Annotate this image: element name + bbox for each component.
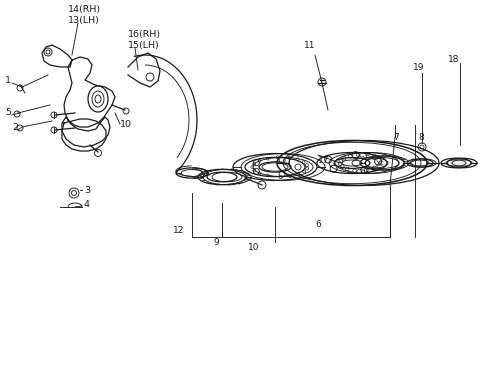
Text: 1: 1	[5, 76, 11, 85]
Text: 14(RH): 14(RH)	[68, 5, 101, 14]
Text: 12: 12	[173, 226, 184, 234]
Text: 9: 9	[213, 238, 219, 246]
Text: 16(RH): 16(RH)	[128, 30, 161, 39]
Text: 17: 17	[318, 156, 329, 164]
Text: 10: 10	[120, 120, 132, 129]
Ellipse shape	[446, 160, 466, 166]
Text: 18: 18	[448, 55, 459, 64]
Text: 8: 8	[418, 132, 424, 142]
Text: 13(LH): 13(LH)	[68, 16, 100, 25]
Text: 2: 2	[12, 123, 18, 132]
Text: 5: 5	[5, 108, 11, 117]
Text: 6: 6	[315, 220, 321, 229]
Text: 15(LH): 15(LH)	[128, 41, 160, 50]
Text: 4: 4	[84, 200, 90, 209]
Text: 11: 11	[304, 41, 316, 50]
Text: 7: 7	[393, 132, 399, 142]
Text: 3: 3	[84, 186, 90, 195]
Text: 19: 19	[413, 62, 424, 72]
Text: 10: 10	[248, 243, 260, 251]
